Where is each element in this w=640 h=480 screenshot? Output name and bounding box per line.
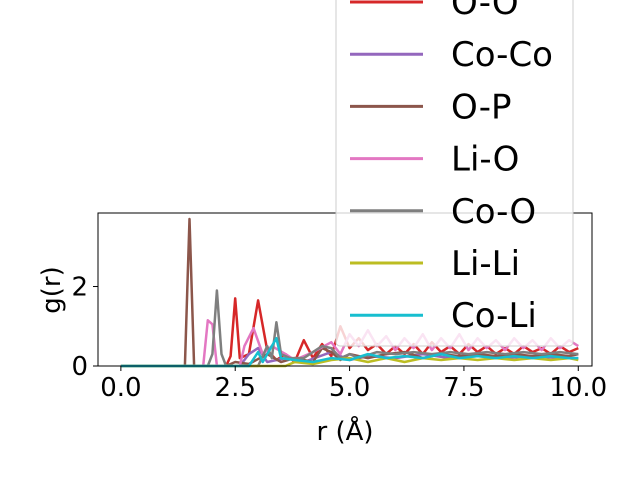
y-tick-label: 2: [71, 273, 88, 303]
legend-label: Co-Li: [451, 296, 537, 336]
series-line-co-o: [120, 289, 579, 368]
legend-label: O-P: [451, 87, 511, 127]
x-tick-label: 10.0: [549, 373, 607, 403]
plot-lines: [120, 217, 579, 368]
legend-label: Co-Co: [451, 35, 553, 75]
y-axis-label: g(r): [37, 266, 67, 313]
legend-box: [335, 0, 574, 347]
x-axis-label: r (Å): [316, 415, 373, 447]
legend: O-O Co-Co O-P Li-O Co-O Li-Li Co-Li: [335, 0, 574, 347]
legend-label: Li-O: [451, 140, 519, 180]
legend-label: Li-Li: [451, 244, 520, 284]
x-tick-label: 5.0: [329, 373, 370, 403]
y-tick-label: 0: [71, 352, 88, 382]
x-tick-label: 7.5: [443, 373, 484, 403]
x-tick-label: 0.0: [100, 373, 141, 403]
legend-label: O-O: [451, 0, 519, 23]
x-tick-label: 2.5: [215, 373, 256, 403]
series-line-co-li: [120, 336, 579, 368]
legend-label: Co-O: [451, 192, 536, 232]
axis-ticks: 0.0 2.5 5.0 7.5 10.0 0 2: [71, 273, 607, 403]
